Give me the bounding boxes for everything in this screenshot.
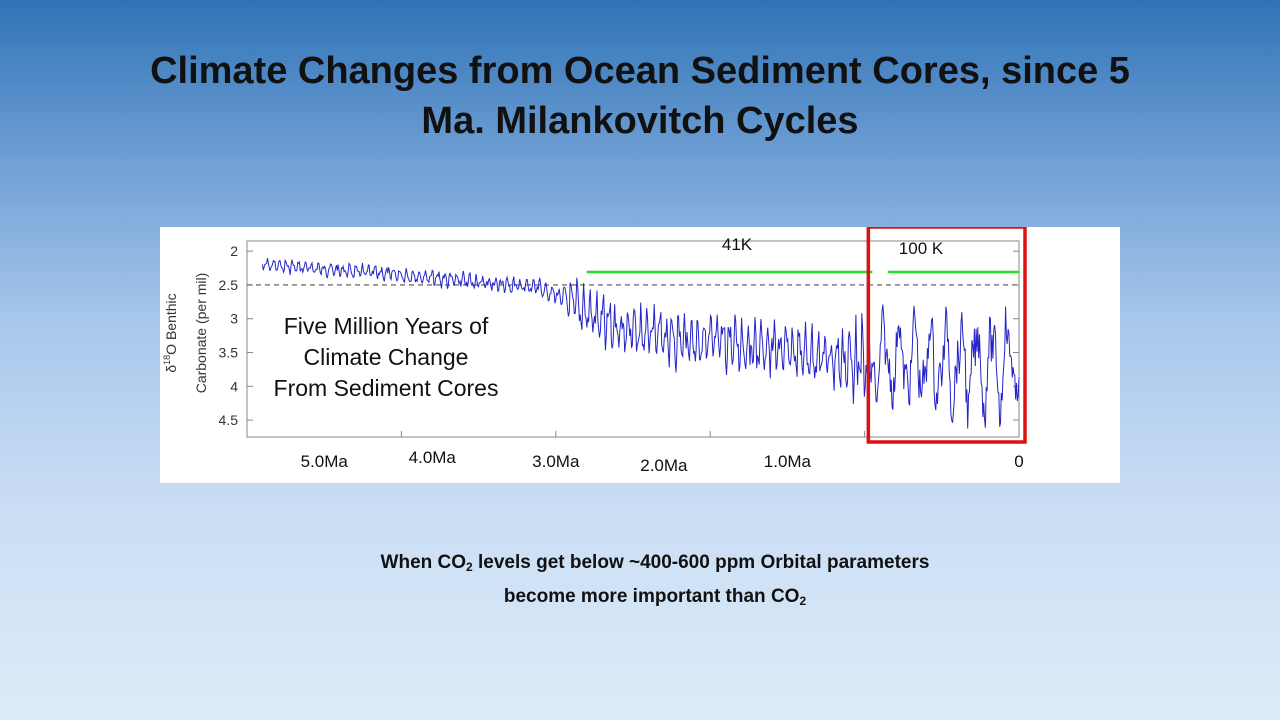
annotation-label: 100 K [899,239,944,258]
y-label-delta: δ [163,365,179,373]
y-tick-label: 2 [230,243,238,259]
inset-line3: From Sediment Cores [274,375,499,401]
slide-title-line2: Ma. Milankovitch Cycles [421,100,859,142]
inset-line2: Climate Change [304,344,469,370]
slide-title-line1: Climate Changes from Ocean Sediment Core… [150,50,1130,92]
y-tick-label: 4 [230,378,238,394]
inset-line1: Five Million Years of [284,313,489,339]
caption-line1-post: levels get below ~400-600 ppm Orbital pa… [472,552,930,573]
caption: When CO2 levels get below ~400-600 ppm O… [300,548,1010,616]
svg-text:δ18O Benthic: δ18O Benthic [162,293,179,372]
y-tick-label: 2.5 [219,277,239,293]
y-axis-label: δ18O Benthic Carbonate (per mil) [162,273,209,394]
chart-panel: 2 2.5 3 3.5 4 4.5 5.0Ma 4.0Ma 3.0Ma 2.0Ma 1.0Ma 0 … [160,227,1120,483]
annotation-label: 41K [722,235,753,254]
x-tick-label: 1.0Ma [764,452,812,471]
inset-text: Five Million Years of Climate Change Fro… [274,313,499,401]
y-label-line2: Carbonate (per mil) [193,273,209,394]
caption-line1: When CO2 levels get below ~400-600 ppm O… [300,548,1010,582]
x-tick-label: 0 [1014,452,1023,471]
x-tick-label: 3.0Ma [532,452,580,471]
climate-chart: 22.533.544.5 5.0Ma 4.0Ma 3.0Ma 2.0Ma 1.0Ma 0 … [162,227,1027,475]
series-line [261,258,1020,429]
caption-line2-pre: become more important than CO [503,586,800,607]
plot-frame [246,240,1020,438]
y-label-rest: O Benthic [163,293,179,354]
slide-title: Climate Changes from Ocean Sediment Core… [100,46,1180,146]
caption-line1-pre: When CO [380,552,467,573]
y-label-sup: 18 [162,355,172,365]
x-tick-label: 2.0Ma [640,456,688,475]
highlight-box [866,227,1027,444]
caption-line1-sub: 2 [466,560,473,574]
x-tick-label: 4.0Ma [409,448,457,467]
y-tick-label: 3.5 [219,345,239,361]
y-tick-label: 3 [230,311,238,327]
caption-line2-sub: 2 [799,594,807,608]
x-tick-label: 5.0Ma [301,452,349,471]
caption-line2: become more important than CO2 [300,582,1010,616]
y-tick-label: 4.5 [219,412,239,428]
